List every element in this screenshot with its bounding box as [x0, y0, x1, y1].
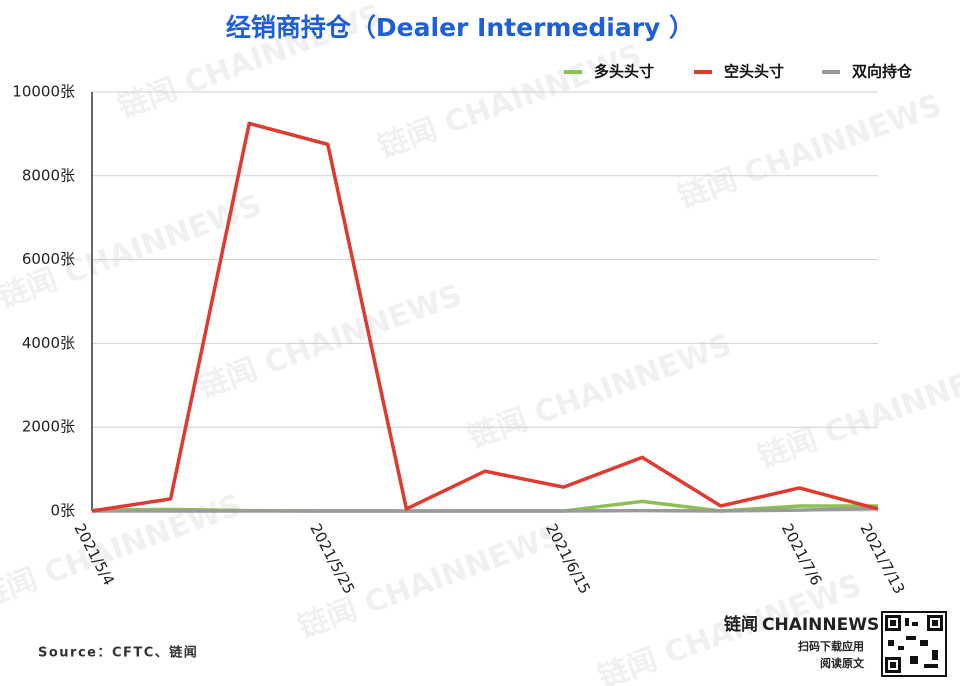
legend-label: 双向持仓: [852, 63, 913, 81]
brand-line: 阅读原文: [820, 656, 865, 670]
line: [92, 506, 879, 513]
y-tick-label: 6000张: [22, 250, 75, 268]
chart-title: 经销商持仓（Dealer Intermediary ）: [226, 13, 694, 42]
y-tick-label: 8000张: [22, 166, 75, 184]
qr-code: [881, 611, 947, 677]
brand-line: 扫码下载应用: [798, 639, 864, 653]
brand-name-en: CHAINNEWS: [762, 615, 879, 635]
line: [91, 121, 879, 513]
y-tick-label: 4000张: [22, 334, 75, 352]
legend-label: 空头头寸: [724, 63, 784, 81]
brand-name: 链闻: [724, 614, 758, 635]
y-tick-label: 2000张: [22, 418, 75, 436]
y-tick-label: 10000张: [12, 83, 75, 101]
source: Source：CFTC、链闻: [38, 645, 198, 661]
legend-label: 多头头寸: [594, 63, 654, 81]
y-tick-label: 0张: [50, 502, 75, 520]
